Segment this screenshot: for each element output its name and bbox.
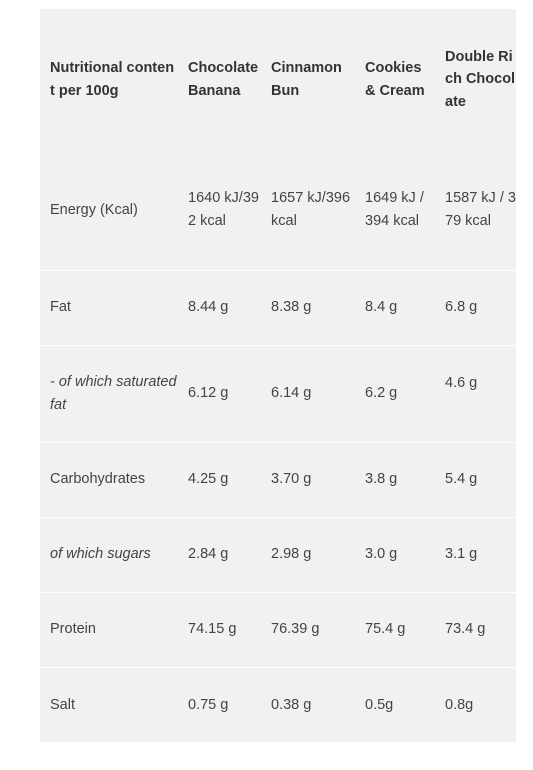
header-nutritional-content: Nutritional content per 100g	[50, 60, 175, 99]
table-cell: 73.4 g	[445, 621, 486, 638]
table-cell: 6.12 g	[188, 385, 229, 402]
table-header-row: Nutritional content per 100g Chocolate B…	[40, 9, 516, 150]
header-double-rich-chocolate: Double Rich Chocolate	[445, 48, 516, 110]
table-cell: 5.4 g	[445, 471, 478, 488]
row-label: Salt	[50, 696, 75, 713]
nutrition-table: Nutritional content per 100g Chocolate B…	[40, 9, 516, 742]
table-row-protein: Protein 74.15 g 76.39 g 75.4 g 73.4 g	[40, 592, 516, 667]
table-cell: 76.39 g	[271, 621, 320, 638]
table-cell: 6.14 g	[271, 385, 312, 402]
header-chocolate-banana: Chocolate Banana	[188, 60, 259, 99]
table-row-fat: Fat 8.44 g 8.38 g 8.4 g 6.8 g	[40, 270, 516, 345]
table-cell: 0.5g	[365, 696, 394, 713]
table-cell: 1649 kJ / 394 kcal	[365, 190, 424, 229]
row-label: - of which saturated fat	[50, 374, 177, 413]
table-cell: 0.8g	[445, 696, 474, 713]
row-label: of which sugars	[50, 546, 151, 563]
table-cell: 74.15 g	[188, 621, 237, 638]
table-cell: 4.6 g	[445, 374, 478, 391]
table-cell: 2.84 g	[188, 546, 229, 563]
table-cell: 3.0 g	[365, 546, 398, 563]
table-cell: 8.4 g	[365, 299, 398, 316]
table-cell: 75.4 g	[365, 621, 406, 638]
row-label: Protein	[50, 621, 96, 638]
table-row-saturated-fat: - of which saturated fat 6.12 g 6.14 g 6…	[40, 345, 516, 442]
table-cell: 1640 kJ/392 kcal	[188, 190, 259, 229]
table-cell: 0.75 g	[188, 696, 229, 713]
table-cell: 4.25 g	[188, 471, 229, 488]
header-cinnamon-bun: Cinnamon Bun	[271, 60, 342, 99]
table-cell: 3.70 g	[271, 471, 312, 488]
table-cell: 1657 kJ/396 kcal	[271, 190, 351, 229]
table-cell: 8.38 g	[271, 299, 312, 316]
table-cell: 3.1 g	[445, 546, 478, 563]
table-cell: 8.44 g	[188, 299, 229, 316]
table-row-sugars: of which sugars 2.84 g 2.98 g 3.0 g 3.1 …	[40, 517, 516, 592]
table-cell: 0.38 g	[271, 696, 312, 713]
table-row-energy: Energy (Kcal) 1640 kJ/392 kcal 1657 kJ/3…	[40, 150, 516, 270]
table-cell: 6.8 g	[445, 299, 478, 316]
table-cell: 3.8 g	[365, 471, 398, 488]
table-cell: 6.2 g	[365, 385, 398, 402]
row-label: Energy (Kcal)	[50, 201, 138, 218]
row-label: Carbohydrates	[50, 471, 146, 488]
table-cell: 1587 kJ / 379 kcal	[445, 190, 516, 229]
row-label: Fat	[50, 299, 71, 316]
table-row-salt: Salt 0.75 g 0.38 g 0.5g 0.8g	[40, 667, 516, 742]
header-cookies-cream: Cookies & Cream	[365, 60, 425, 99]
table-cell: 2.98 g	[271, 546, 312, 563]
table-row-carbohydrates: Carbohydrates 4.25 g 3.70 g 3.8 g 5.4 g	[40, 442, 516, 517]
